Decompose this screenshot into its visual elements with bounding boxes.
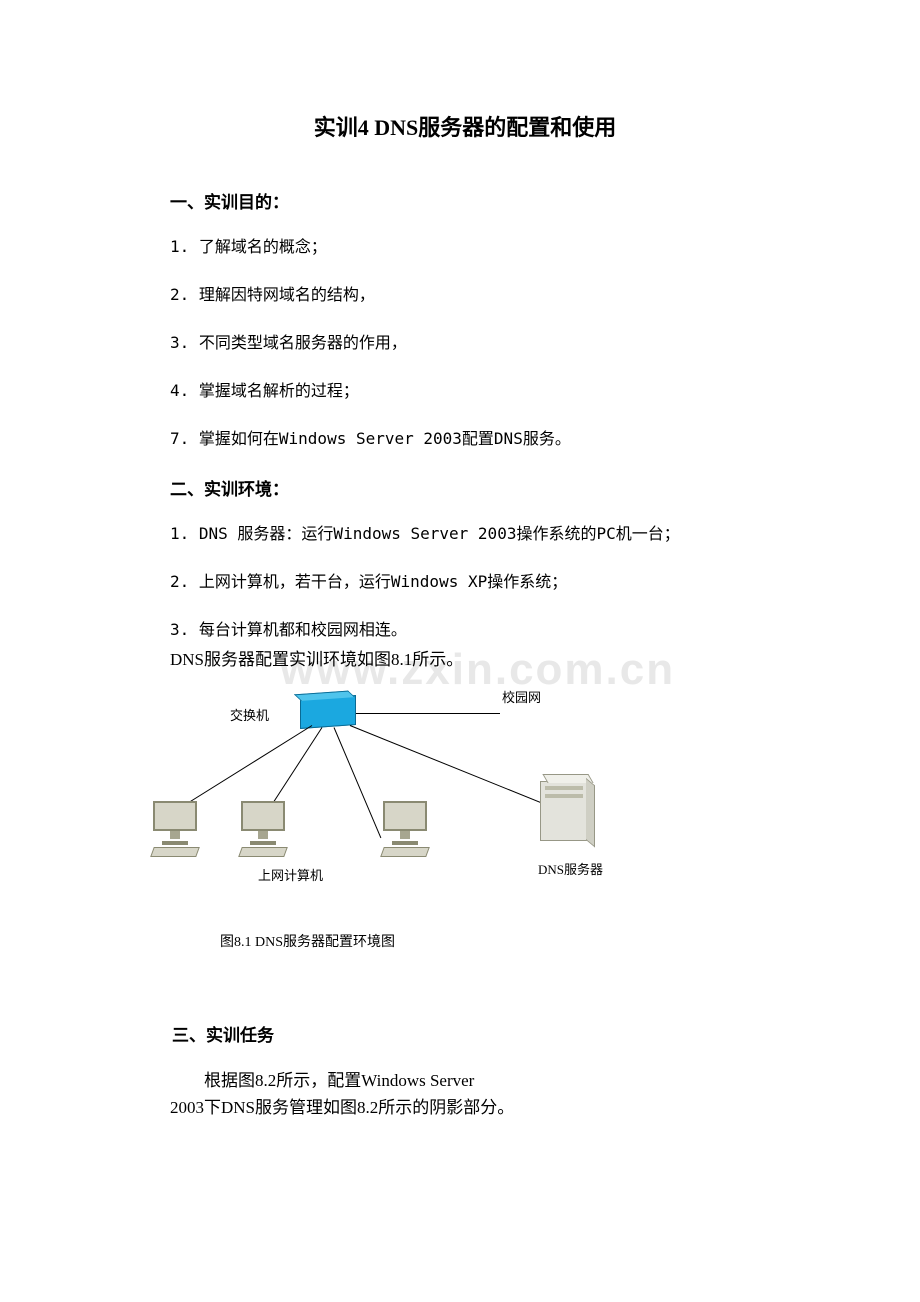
page-title: 实训4 DNS服务器的配置和使用: [170, 110, 760, 142]
switch-icon: [300, 695, 356, 729]
network-diagram: 交换机 校园网 上网计算机 DNS服务器: [170, 681, 690, 921]
section2-heading: 二、实训环境：: [170, 475, 760, 500]
body-text: 2003下DNS服务管理如图8.2所示的阴影部分。: [170, 1095, 760, 1121]
campus-label: 校园网: [502, 687, 541, 706]
section3-heading: 三、实训任务: [172, 1021, 760, 1046]
list-item: 2. 上网计算机，若干台，运行Windows XP操作系统；: [170, 570, 760, 594]
diagram-line: [334, 727, 382, 838]
document-content: 实训4 DNS服务器的配置和使用 一、实训目的： 1. 了解域名的概念； 2. …: [170, 110, 760, 1121]
figure-caption: 图8.1 DNS服务器配置环境图: [220, 931, 760, 951]
section1-heading: 一、实训目的：: [170, 188, 760, 213]
list-item: 3. 每台计算机都和校园网相连。: [170, 618, 760, 642]
list-item: 4. 掌握域名解析的过程；: [170, 379, 760, 403]
list-item: 3. 不同类型域名服务器的作用，: [170, 331, 760, 355]
list-item: 2. 理解因特网域名的结构，: [170, 283, 760, 307]
switch-label: 交换机: [230, 705, 269, 724]
section2-note: DNS服务器配置实训环境如图8.1所示。: [170, 646, 760, 673]
list-item: 1. 了解域名的概念；: [170, 235, 760, 259]
server-icon: [540, 781, 588, 841]
pc-label: 上网计算机: [258, 865, 323, 884]
diagram-line: [356, 713, 500, 714]
list-item: 1. DNS 服务器：运行Windows Server 2003操作系统的PC机…: [170, 522, 760, 546]
list-item: 7. 掌握如何在Windows Server 2003配置DNS服务。: [170, 427, 760, 451]
pc-icon: [380, 801, 430, 857]
pc-icon: [150, 801, 200, 857]
server-label: DNS服务器: [538, 859, 603, 878]
body-text: 根据图8.2所示，配置Windows Server: [170, 1068, 760, 1094]
pc-icon: [238, 801, 288, 857]
